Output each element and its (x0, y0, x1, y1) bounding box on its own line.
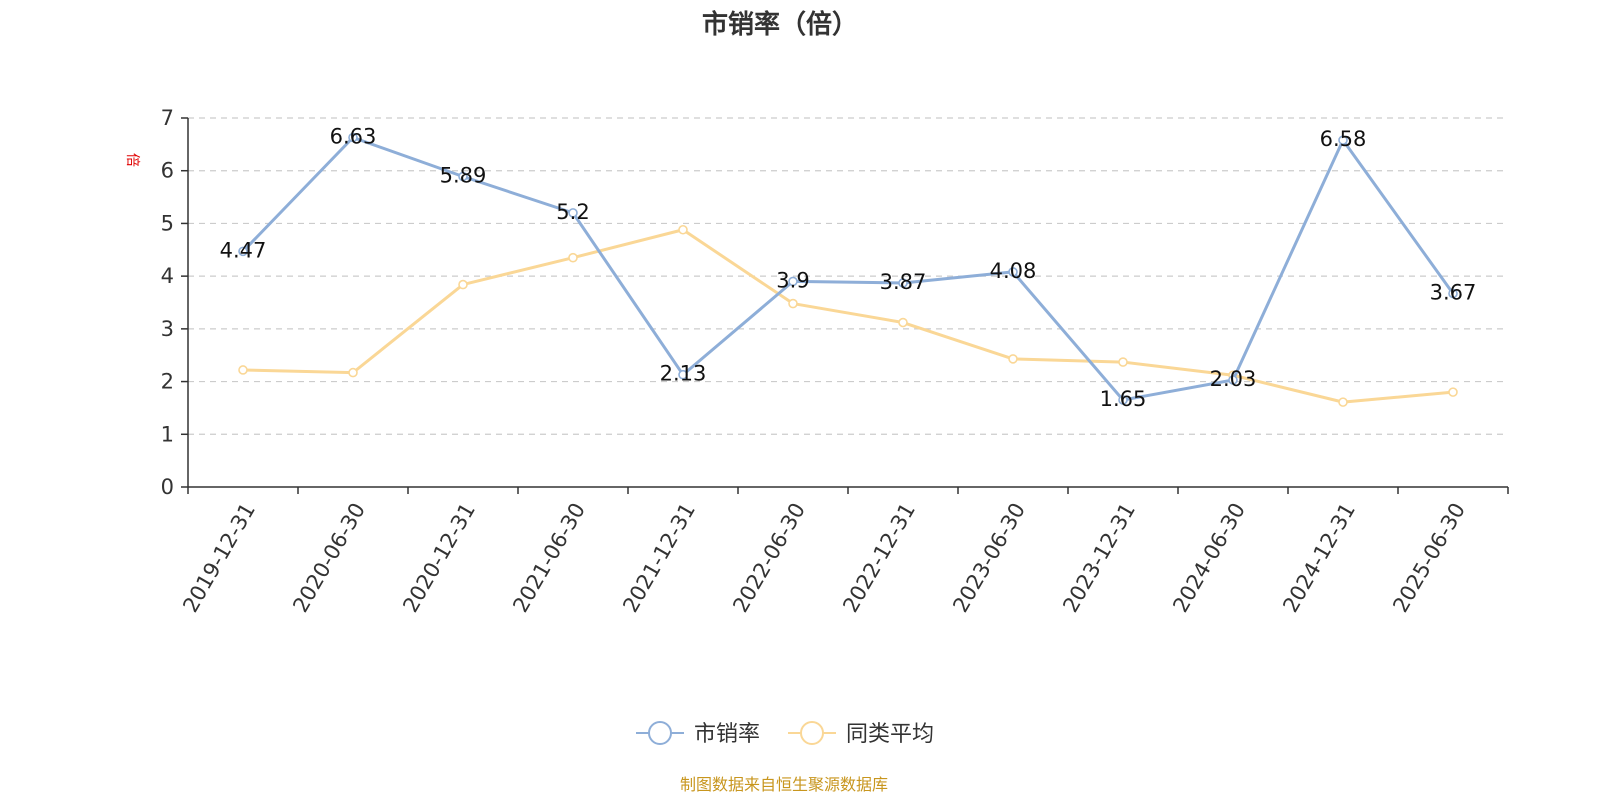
legend-label-同类平均: 同类平均 (846, 722, 934, 747)
series-point-市销率-2019-12-31 (238, 246, 248, 257)
x-tick-label-2021-12-31: 2021-12-31 (618, 499, 700, 617)
series-point-同类平均-2022-06-30 (788, 298, 798, 309)
data-label-市销率-2021-12-31: 2.13 (660, 362, 707, 386)
legend-marker-市销率 (648, 721, 672, 745)
chart-title: 市销率（倍） (702, 9, 858, 40)
x-tick-label-2020-12-31: 2020-12-31 (398, 499, 480, 617)
source-note: 制图数据来自恒生聚源数据库 (680, 775, 888, 794)
axes: 0 1 2 3 4 5 6 7 2019-12-31 2020-06-30 2020-12-31 20… (161, 106, 1509, 617)
y-tick-label-3: 3 (161, 317, 174, 341)
x-tick-label-2021-06-30: 2021-06-30 (508, 499, 590, 617)
data-label-市销率-2024-06-30: 2.03 (1210, 367, 1257, 391)
x-tick-label-2024-12-31: 2024-12-31 (1278, 499, 1360, 617)
series-point-同类平均-2020-12-31 (458, 279, 468, 290)
series-point-市销率-2021-06-30 (568, 208, 578, 218)
legend-item-市销率[interactable]: 市销率 (636, 721, 760, 747)
data-label-市销率-2024-12-31: 6.58 (1320, 127, 1367, 151)
y-tick-label-4: 4 (161, 264, 174, 288)
y-tick-label-0: 0 (161, 475, 174, 499)
data-label-市销率-2025-06-30: 3.67 (1430, 281, 1477, 305)
data-label-市销率-2023-06-30: 4.08 (990, 259, 1037, 283)
series-point-同类平均-2023-12-31 (1118, 357, 1128, 367)
series-point-同类平均-2023-06-30 (1008, 354, 1018, 364)
series-line-同类平均 (242, 228, 1454, 404)
data-label-市销率-2022-06-30: 3.9 (776, 268, 809, 292)
series-point-同类平均-2024-12-31 (1338, 397, 1348, 407)
series-point-市销率-2020-12-31 (458, 171, 468, 182)
series-point-市销率-2025-06-30 (1448, 288, 1458, 299)
series-point-同类平均-2021-06-30 (568, 252, 578, 263)
x-tick-label-2024-06-30: 2024-06-30 (1168, 499, 1250, 617)
legend-marker-同类平均 (800, 721, 824, 745)
y-tick-label-7: 7 (161, 106, 174, 130)
y-tick-label-6: 6 (161, 159, 174, 183)
series-point-市销率-2022-06-30 (788, 276, 798, 287)
series-point-同类平均-2021-12-31 (678, 224, 688, 235)
series-point-市销率-2021-12-31 (678, 369, 688, 380)
x-tick-label-2019-12-31: 2019-12-31 (178, 499, 260, 617)
series-point-市销率-2024-06-30 (1228, 375, 1238, 385)
y-axis-unit-label: 倍 (124, 153, 140, 167)
series-point-市销率-2023-12-31 (1118, 395, 1128, 405)
series-point-市销率-2020-06-30 (348, 132, 358, 143)
legend-item-同类平均[interactable]: 同类平均 (788, 721, 934, 747)
x-tick-label-2025-06-30: 2025-06-30 (1388, 499, 1470, 617)
x-tick-label-2022-06-30: 2022-06-30 (728, 499, 810, 617)
series-point-同类平均-2019-12-31 (238, 365, 248, 375)
data-label-市销率-2022-12-31: 3.87 (880, 270, 927, 294)
data-label-市销率-2021-06-30: 5.2 (556, 200, 589, 224)
x-tick-label-2020-06-30: 2020-06-30 (288, 499, 370, 617)
data-label-市销率-2020-12-31: 5.89 (440, 164, 487, 188)
series-lines (238, 132, 1458, 407)
y-tick-label-2: 2 (161, 370, 174, 394)
x-tick-label-2023-06-30: 2023-06-30 (948, 499, 1030, 617)
x-tick-label-2023-12-31: 2023-12-31 (1058, 499, 1140, 617)
y-tick-label-1: 1 (161, 422, 174, 446)
series-line-市销率 (241, 136, 1455, 402)
series-point-市销率-2022-12-31 (898, 278, 908, 288)
series-point-市销率-2024-12-31 (1338, 135, 1348, 145)
data-label-市销率-2023-12-31: 1.65 (1100, 387, 1147, 411)
y-tick-label-5: 5 (161, 211, 174, 235)
series-point-市销率-2023-06-30 (1008, 267, 1018, 277)
series-point-同类平均-2025-06-30 (1448, 387, 1458, 397)
series-point-同类平均-2022-12-31 (898, 317, 908, 328)
series-point-同类平均-2020-06-30 (348, 367, 358, 378)
data-label-市销率-2019-12-31: 4.47 (220, 238, 267, 262)
grid-lines (188, 117, 1508, 435)
data-label-市销率-2020-06-30: 6.63 (330, 125, 377, 149)
legend-label-市销率: 市销率 (694, 722, 760, 747)
x-tick-label-2022-12-31: 2022-12-31 (838, 499, 920, 617)
legend[interactable]: 市销率 同类平均 (636, 721, 934, 747)
data-labels: 4.47 6.63 5.89 5.2 2.13 3.9 3.87 4.08 1.65 2.03 6.… (220, 125, 1477, 412)
